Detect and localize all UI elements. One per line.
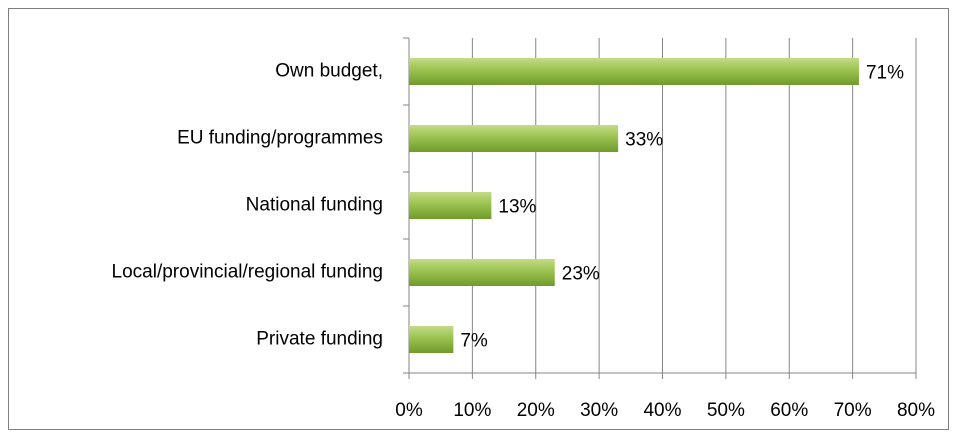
- x-tick-label: 20%: [517, 400, 555, 421]
- y-tick-label: Private funding: [256, 329, 383, 350]
- value-label: 13%: [498, 197, 536, 218]
- x-tick-label: 50%: [707, 400, 745, 421]
- bar: [409, 192, 492, 219]
- x-tick-label: 10%: [453, 400, 491, 421]
- bar: [409, 125, 619, 152]
- y-tick-label: National funding: [246, 195, 383, 216]
- bar: [409, 326, 454, 353]
- bar: [409, 58, 859, 85]
- y-tick-label: Own budget,: [275, 61, 383, 82]
- bar: [409, 259, 555, 286]
- x-tick-label: 60%: [770, 400, 808, 421]
- value-label: 7%: [460, 331, 488, 352]
- x-tick-label: 40%: [643, 400, 681, 421]
- x-tick-label: 70%: [834, 400, 872, 421]
- value-label: 33%: [625, 130, 663, 151]
- y-tick-label: Local/provincial/regional funding: [112, 262, 383, 283]
- value-label: 23%: [562, 264, 600, 285]
- x-tick-label: 0%: [395, 400, 423, 421]
- x-tick-label: 80%: [897, 400, 935, 421]
- y-tick-label: EU funding/programmes: [177, 128, 383, 149]
- x-tick-label: 30%: [580, 400, 618, 421]
- value-label: 71%: [866, 63, 904, 84]
